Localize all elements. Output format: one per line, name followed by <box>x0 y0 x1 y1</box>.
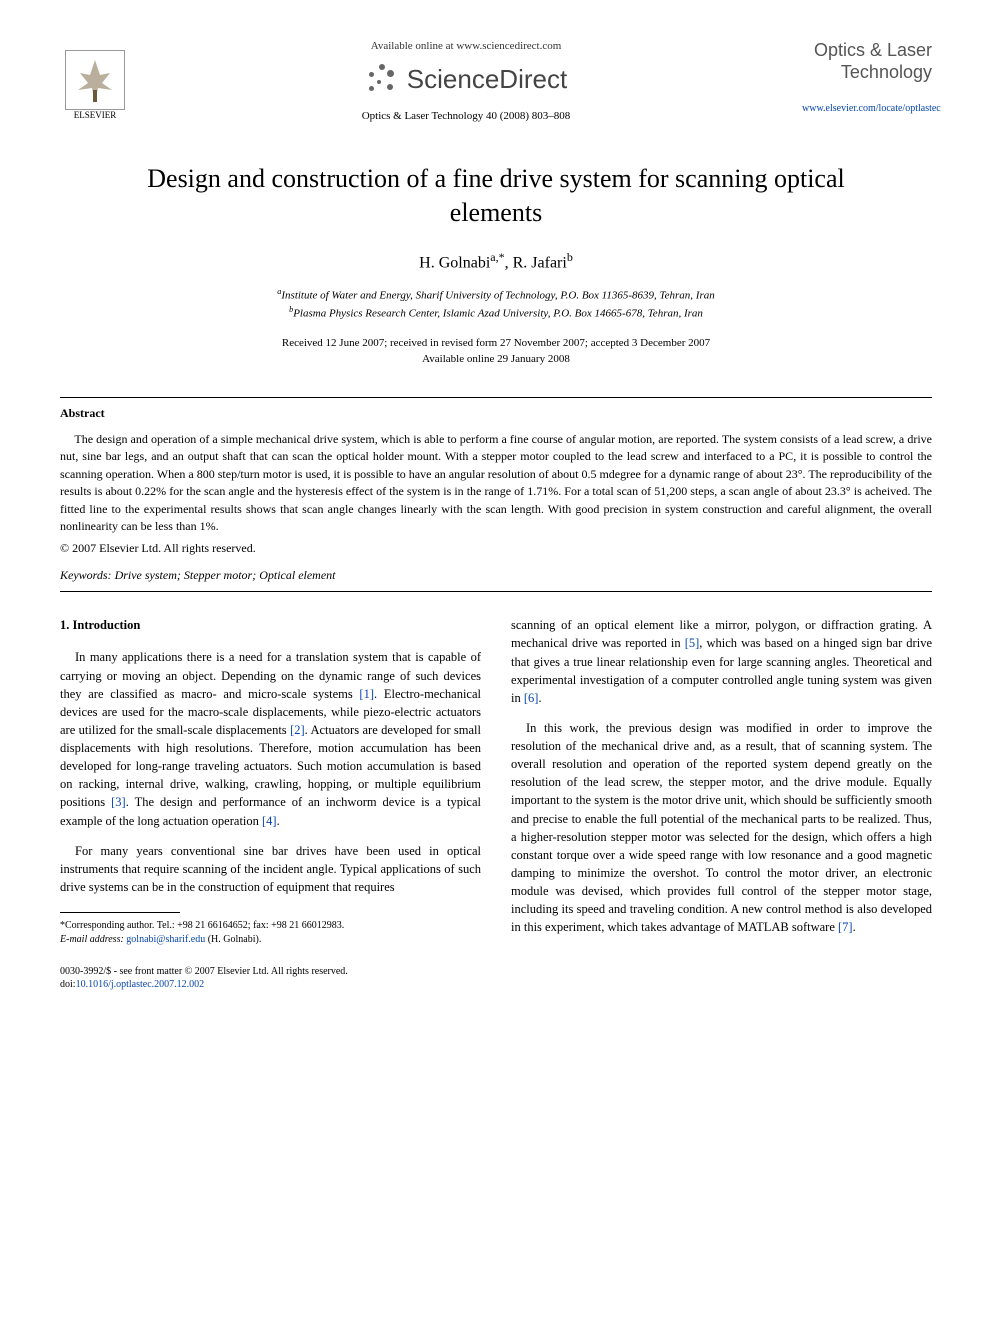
sciencedirect-text: ScienceDirect <box>407 64 567 95</box>
affiliation-b: Plasma Physics Research Center, Islamic … <box>293 308 703 320</box>
ref-5-link[interactable]: [5] <box>685 636 700 650</box>
ref-3-link[interactable]: [3] <box>111 795 126 809</box>
affiliation-a: Institute of Water and Energy, Sharif Un… <box>281 290 714 302</box>
intro-paragraph-2a: For many years conventional sine bar dri… <box>60 842 481 896</box>
copyright-text: © 2007 Elsevier Ltd. All rights reserved… <box>60 541 932 556</box>
keywords: Keywords: Drive system; Stepper motor; O… <box>60 568 932 583</box>
author1-sup: a,* <box>490 250 504 264</box>
intro-paragraph-3: In this work, the previous design was mo… <box>511 719 932 937</box>
received-date: Received 12 June 2007; received in revis… <box>282 337 710 349</box>
divider-bottom <box>60 591 932 592</box>
left-column: 1. Introduction In many applications the… <box>60 616 481 991</box>
available-online-text: Available online at www.sciencedirect.co… <box>130 40 802 52</box>
right-column: scanning of an optical element like a mi… <box>511 616 932 991</box>
journal-reference: Optics & Laser Technology 40 (2008) 803–… <box>130 110 802 122</box>
online-date: Available online 29 January 2008 <box>422 353 570 365</box>
section-1-heading: 1. Introduction <box>60 616 481 634</box>
elsevier-tree-icon <box>65 50 125 110</box>
intro-paragraph-2b: scanning of an optical element like a mi… <box>511 616 932 707</box>
email-name: (H. Golnabi). <box>208 934 262 945</box>
footer-info: 0030-3992/$ - see front matter © 2007 El… <box>60 965 481 991</box>
center-header: Available online at www.sciencedirect.co… <box>130 40 802 122</box>
ref-4-link[interactable]: [4] <box>262 814 277 828</box>
abstract-heading: Abstract <box>60 406 932 421</box>
email-label: E-mail address: <box>60 934 124 945</box>
journal-name-line1: Optics & Laser <box>802 40 932 62</box>
ref-6-link[interactable]: [6] <box>524 691 539 705</box>
divider-top <box>60 397 932 398</box>
journal-name-box: Optics & Laser Technology www.elsevier.c… <box>802 40 932 114</box>
corresponding-author: *Corresponding author. Tel.: +98 21 6616… <box>60 919 481 947</box>
ref-1-link[interactable]: [1] <box>359 687 374 701</box>
two-column-body: 1. Introduction In many applications the… <box>60 616 932 991</box>
doi-link[interactable]: 10.1016/j.optlastec.2007.12.002 <box>76 979 205 990</box>
sciencedirect-dots-icon <box>365 62 399 96</box>
header-row: ELSEVIER Available online at www.science… <box>60 40 932 122</box>
authors: H. Golnabia,*, R. Jafarib <box>60 250 932 272</box>
author1-name: H. Golnabi <box>419 254 490 271</box>
email-link[interactable]: golnabi@sharif.edu <box>124 934 208 945</box>
footnote-separator <box>60 912 180 913</box>
ref-2-link[interactable]: [2] <box>290 723 305 737</box>
journal-url-link[interactable]: www.elsevier.com/locate/optlastec <box>802 103 932 114</box>
front-matter-text: 0030-3992/$ - see front matter © 2007 El… <box>60 966 348 977</box>
corresponding-line1: *Corresponding author. Tel.: +98 21 6616… <box>60 920 344 931</box>
article-title: Design and construction of a fine drive … <box>140 162 852 230</box>
affiliations: aInstitute of Water and Energy, Sharif U… <box>60 286 932 322</box>
doi-label: doi: <box>60 979 76 990</box>
keywords-label: Keywords: <box>60 568 112 582</box>
author2-sup: b <box>567 250 573 264</box>
elsevier-label: ELSEVIER <box>74 110 117 120</box>
keywords-text: Drive system; Stepper motor; Optical ele… <box>112 568 336 582</box>
sciencedirect-logo: ScienceDirect <box>130 62 802 96</box>
elsevier-logo: ELSEVIER <box>60 40 130 120</box>
ref-7-link[interactable]: [7] <box>838 920 853 934</box>
author2-name: , R. Jafari <box>505 254 567 271</box>
article-dates: Received 12 June 2007; received in revis… <box>60 336 932 367</box>
journal-name-line2: Technology <box>802 62 932 84</box>
abstract-text: The design and operation of a simple mec… <box>60 431 932 535</box>
intro-paragraph-1: In many applications there is a need for… <box>60 648 481 829</box>
